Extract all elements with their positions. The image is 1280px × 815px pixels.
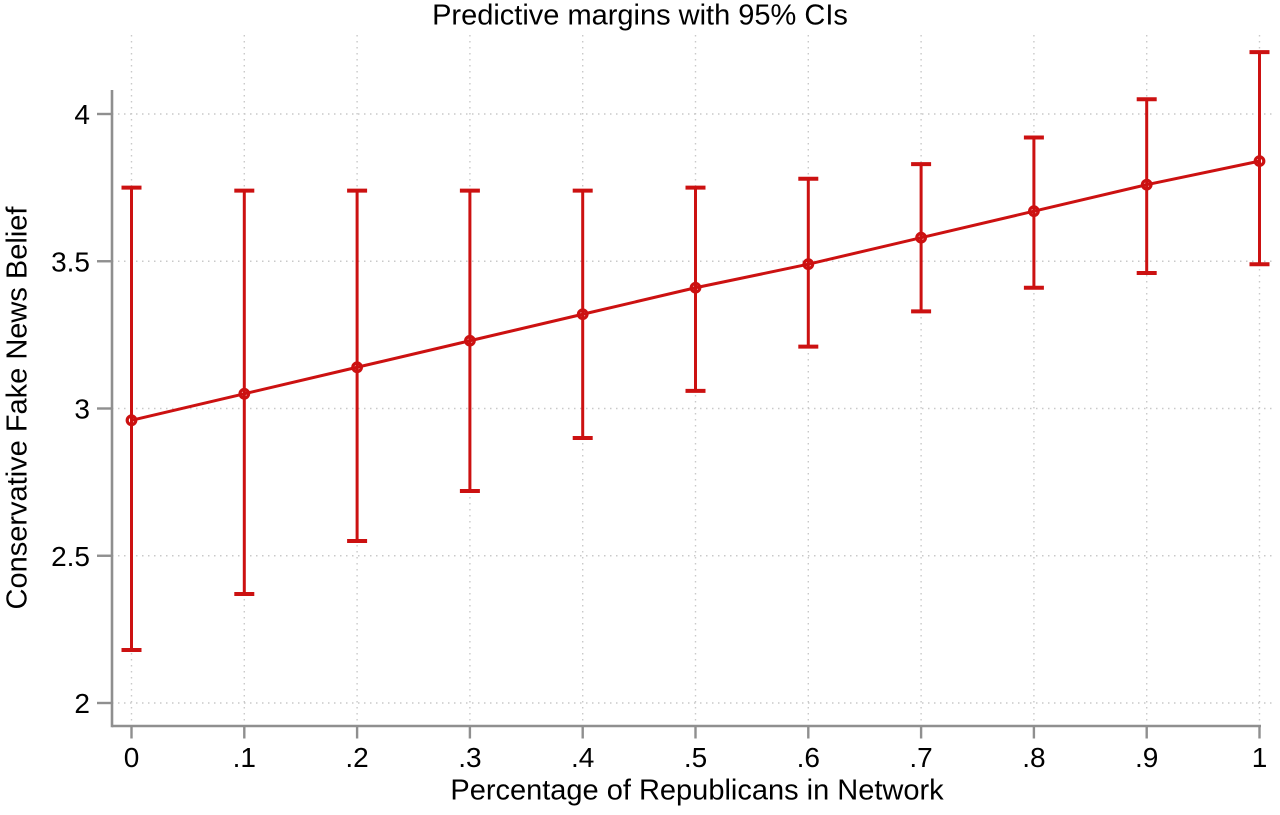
x-tick-label: .7 [909,742,932,773]
y-tick-label: 2.5 [51,541,90,572]
margin-line [131,159,1260,422]
x-tick-label: .4 [571,742,594,773]
data-point-marker [1253,155,1266,168]
x-tick-label: .6 [797,742,820,773]
chart-title: Predictive margins with 95% CIs [432,0,848,32]
data-point-marker [1140,178,1153,191]
data-point-marker [464,334,476,347]
y-tick-label: 3.5 [51,246,90,277]
y-tick-label: 2 [74,688,90,719]
tick-marks [97,112,1261,739]
tick-labels: 2 2.5 3 3.5 4 0 .1 .2 .3 .4 .5 .6 .7 .8 .9 1 [51,99,1267,773]
axes [110,90,1261,728]
x-tick-label: .1 [233,742,256,773]
data-point-marker [238,387,251,400]
y-tick-label: 3 [74,394,90,425]
x-tick-label: .2 [345,742,368,773]
markers [125,155,1266,427]
y-axis-title: Conservative Fake News Belief [1,206,34,610]
x-tick-label: .5 [684,742,707,773]
data-point-marker [351,361,364,374]
data-point-marker [689,281,702,294]
x-tick-label: .8 [1022,742,1045,773]
confidence-intervals [121,50,1270,652]
x-tick-label: .3 [458,742,481,773]
data-point-marker [576,308,589,321]
data-point-marker [915,231,927,244]
data-point-marker [1027,205,1040,218]
x-tick-label: 0 [124,742,140,773]
x-tick-label: 1 [1252,742,1268,773]
x-tick-label: .9 [1135,742,1158,773]
y-tick-label: 4 [74,99,90,130]
data-point-marker [125,414,138,427]
trend-line [131,159,1260,422]
x-axis-title: Percentage of Republicans in Network [450,774,944,807]
data-point-marker [802,258,815,271]
